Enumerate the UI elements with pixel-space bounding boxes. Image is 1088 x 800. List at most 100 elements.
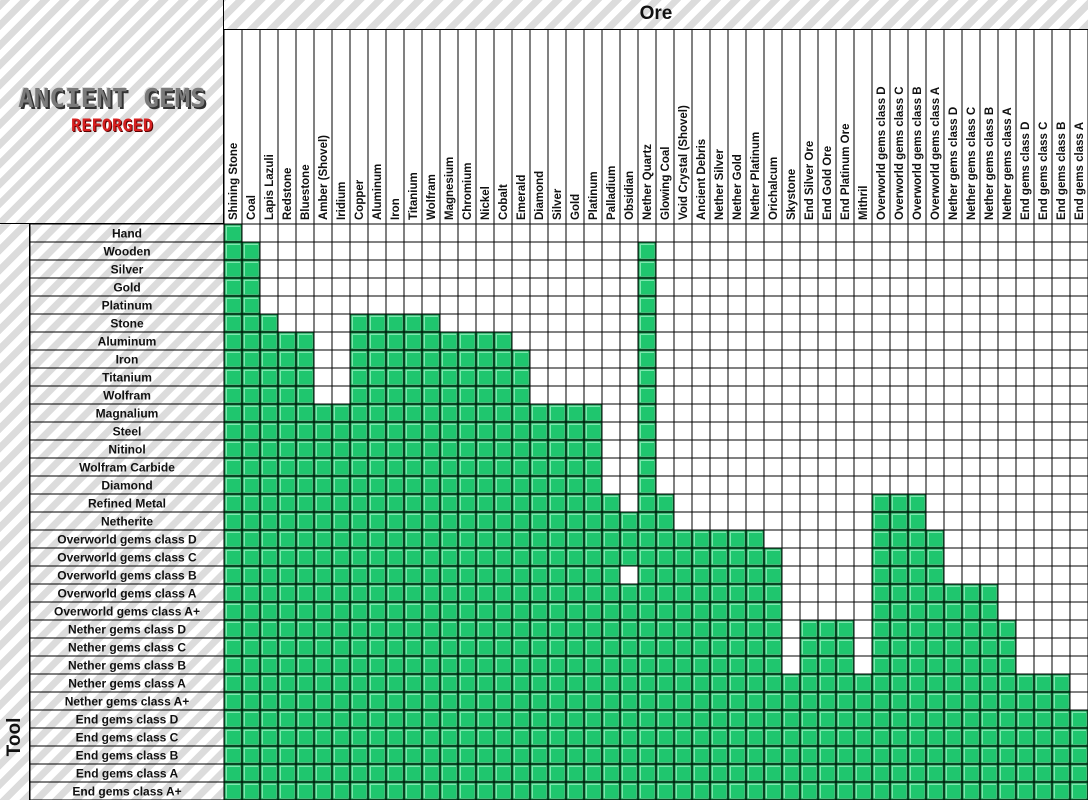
mineable-cell <box>494 368 512 386</box>
mineable-cell <box>242 602 260 620</box>
mineable-cell <box>440 620 458 638</box>
mineable-cell <box>260 692 278 710</box>
mineable-cell <box>314 782 332 800</box>
ore-label: End Silver Ore <box>804 141 816 220</box>
mineable-cell <box>422 476 440 494</box>
mineable-cell <box>476 584 494 602</box>
mineable-cell <box>404 620 422 638</box>
mineable-cell <box>332 404 350 422</box>
mineable-cell <box>674 782 692 800</box>
mineable-cell <box>638 458 656 476</box>
mineable-cell <box>566 728 584 746</box>
mineable-cell <box>872 638 890 656</box>
mineable-cell <box>638 494 656 512</box>
mineable-cell <box>638 440 656 458</box>
mineable-cell <box>584 728 602 746</box>
mineable-cell <box>692 656 710 674</box>
ore-label: Nickel <box>480 186 492 220</box>
mineable-cell <box>656 638 674 656</box>
mineable-cell <box>566 656 584 674</box>
mineable-cell <box>494 512 512 530</box>
mineable-cell <box>260 458 278 476</box>
mineable-cell <box>638 620 656 638</box>
mineable-cell <box>476 530 494 548</box>
mineable-cell <box>818 674 836 692</box>
mineable-cell <box>926 530 944 548</box>
tool-label: Gold <box>113 281 140 295</box>
ore-label: Mithril <box>858 186 870 221</box>
mineable-cell <box>404 314 422 332</box>
mineable-cell <box>404 782 422 800</box>
mineable-cell <box>656 566 674 584</box>
mineable-cell <box>224 548 242 566</box>
mineable-cell <box>836 620 854 638</box>
mineable-cell <box>368 332 386 350</box>
mineable-cell <box>584 512 602 530</box>
mineable-cell <box>872 692 890 710</box>
mineable-cell <box>710 764 728 782</box>
mineable-cell <box>980 584 998 602</box>
mineable-cell <box>926 620 944 638</box>
mineable-cell <box>278 512 296 530</box>
mineable-cell <box>386 764 404 782</box>
mineable-cell <box>872 782 890 800</box>
mineable-cell <box>638 296 656 314</box>
mineable-cell <box>674 656 692 674</box>
mineable-cell <box>242 278 260 296</box>
mineable-cell <box>584 530 602 548</box>
mineable-cell <box>314 602 332 620</box>
mineable-cell <box>998 620 1016 638</box>
mineable-cell <box>260 674 278 692</box>
mineable-cell <box>332 422 350 440</box>
mineable-cell <box>980 710 998 728</box>
mineable-cell <box>656 530 674 548</box>
mineable-cell <box>674 566 692 584</box>
mineable-cell <box>692 602 710 620</box>
tool-label: Aluminum <box>98 335 157 349</box>
ore-label: Redstone <box>282 168 294 220</box>
mineable-cell <box>764 710 782 728</box>
mineable-cell <box>530 782 548 800</box>
mineable-cell <box>764 602 782 620</box>
mineable-cell <box>728 638 746 656</box>
mineable-cell <box>1052 692 1070 710</box>
mineable-cell <box>584 602 602 620</box>
mineable-cell <box>386 494 404 512</box>
mineable-cell <box>530 692 548 710</box>
tool-label: Stone <box>110 317 144 331</box>
mineable-cell <box>620 782 638 800</box>
mineable-cell <box>350 566 368 584</box>
mineable-cell <box>638 278 656 296</box>
mineable-cell <box>476 764 494 782</box>
mineable-cell <box>602 638 620 656</box>
tool-label: End gems class D <box>76 713 179 727</box>
mineable-cell <box>566 602 584 620</box>
mineable-cell <box>584 782 602 800</box>
ore-label: Nether Quartz <box>642 144 654 220</box>
mineable-cell <box>764 566 782 584</box>
mineable-cell <box>710 566 728 584</box>
mineable-cell <box>476 512 494 530</box>
mineable-cell <box>278 494 296 512</box>
mineable-cell <box>584 674 602 692</box>
mineable-cell <box>1016 764 1034 782</box>
mineable-cell <box>620 764 638 782</box>
mineable-cell <box>440 746 458 764</box>
mineable-cell <box>440 764 458 782</box>
mineable-cell <box>458 512 476 530</box>
mineable-cell <box>332 710 350 728</box>
tool-label: Refined Metal <box>88 497 166 511</box>
mineable-cell <box>332 476 350 494</box>
mineable-cell <box>890 692 908 710</box>
ore-label: Silver <box>552 188 564 220</box>
mineable-cell <box>350 584 368 602</box>
mineable-cell <box>620 674 638 692</box>
mineable-cell <box>656 548 674 566</box>
mineable-cell <box>314 404 332 422</box>
mineable-cell <box>746 674 764 692</box>
mineable-cell <box>746 692 764 710</box>
mineable-cell <box>224 728 242 746</box>
tool-label: Nether gems class A+ <box>65 695 190 709</box>
mineable-cell <box>422 530 440 548</box>
mineable-cell <box>584 494 602 512</box>
